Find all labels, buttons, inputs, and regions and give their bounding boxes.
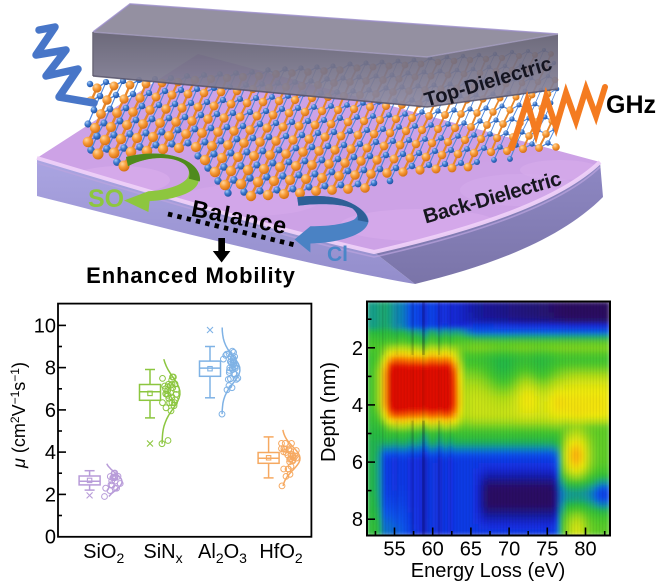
svg-text:8: 8 (352, 509, 363, 531)
svg-text:2: 2 (352, 338, 363, 360)
svg-text:SiO2: SiO2 (83, 541, 124, 566)
svg-text:Energy Loss (eV): Energy Loss (eV) (411, 560, 566, 582)
svg-text:6: 6 (45, 400, 56, 422)
svg-text:Cl: Cl (327, 243, 348, 266)
svg-text:μ (cm2V−1s−1): μ (cm2V−1s−1) (8, 362, 29, 469)
svg-text:65: 65 (460, 539, 482, 561)
svg-text:55: 55 (383, 539, 405, 561)
svg-text:HfO2: HfO2 (259, 541, 303, 566)
svg-text:80: 80 (574, 539, 596, 561)
svg-text:10: 10 (34, 315, 56, 337)
svg-text:0: 0 (45, 527, 56, 549)
svg-text:2: 2 (45, 484, 56, 506)
svg-text:6: 6 (352, 452, 363, 474)
svg-text:Enhanced Mobility: Enhanced Mobility (86, 263, 296, 288)
svg-text:Al2O3: Al2O3 (198, 541, 247, 566)
svg-text:4: 4 (45, 442, 56, 464)
svg-text:60: 60 (422, 539, 444, 561)
svg-text:SiNx: SiNx (143, 541, 182, 566)
svg-text:GHz: GHz (606, 91, 656, 119)
svg-text:8: 8 (45, 358, 56, 380)
svg-text:75: 75 (536, 539, 558, 561)
svg-text:4: 4 (352, 395, 363, 417)
svg-text:SO: SO (88, 185, 124, 213)
svg-text:Depth (nm): Depth (nm) (318, 362, 340, 462)
svg-text:70: 70 (498, 539, 520, 561)
